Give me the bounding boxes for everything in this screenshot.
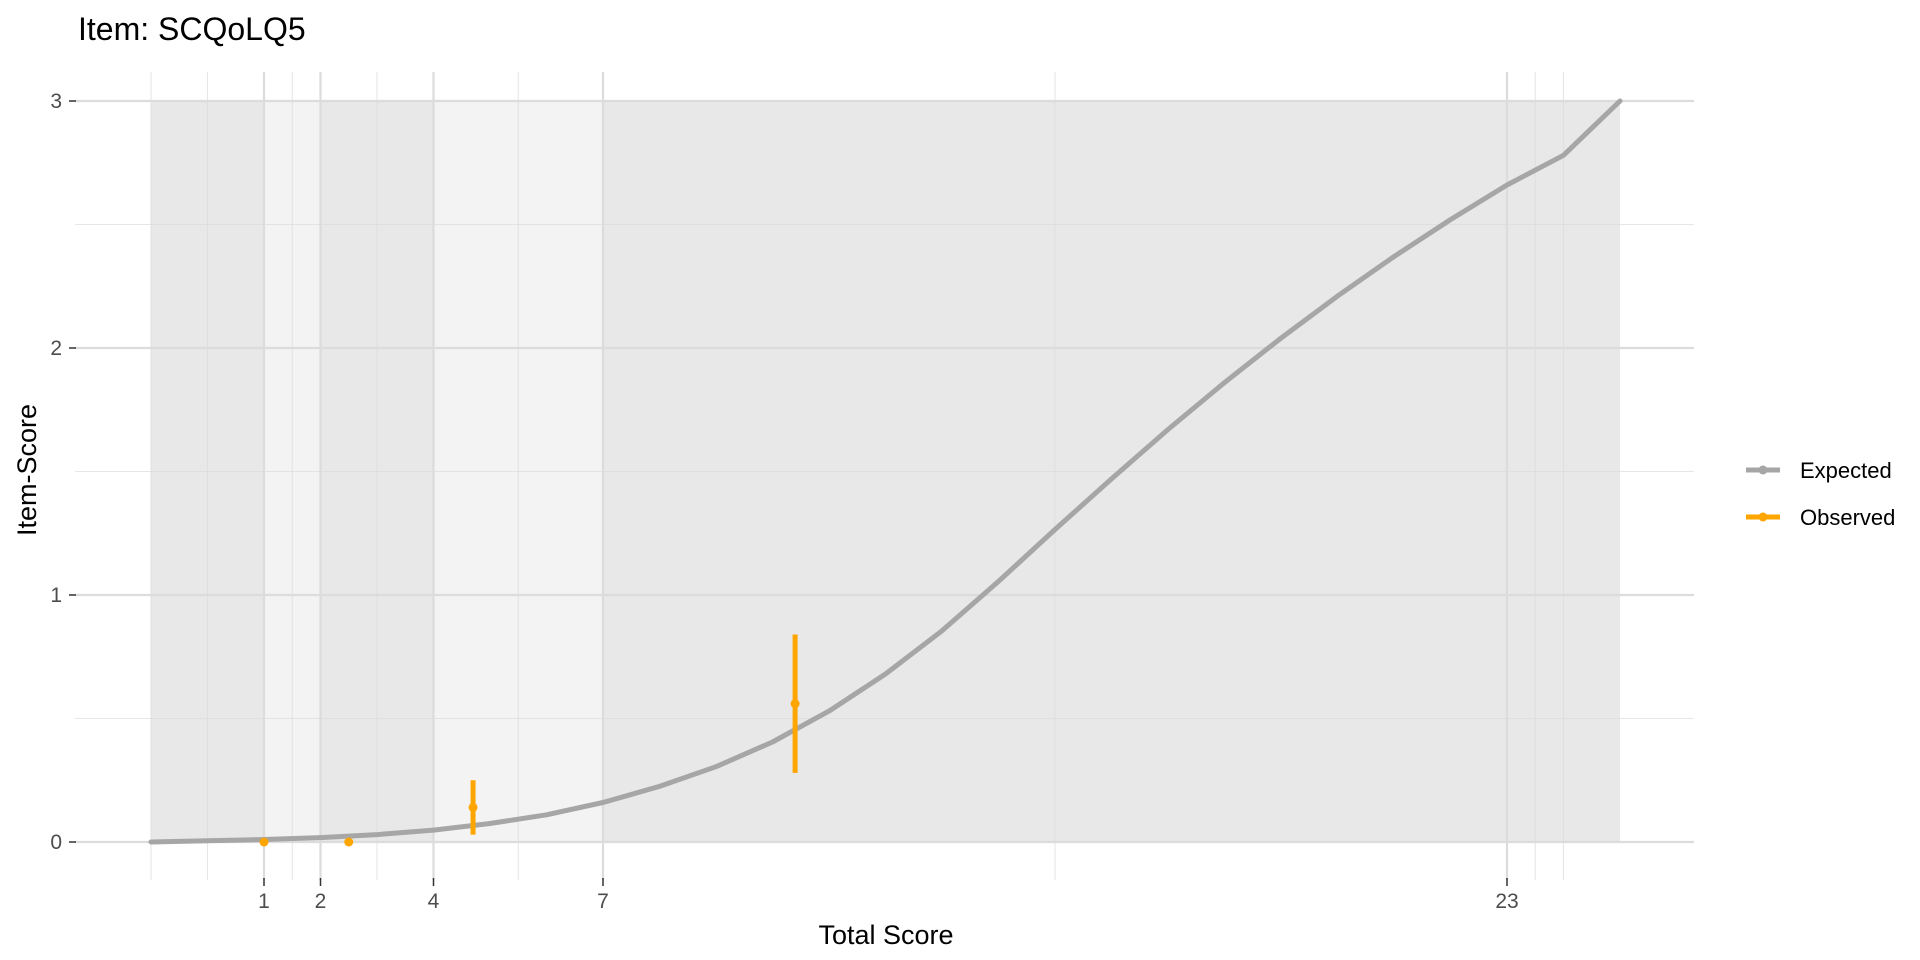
chart-title: Item: SCQoLQ5 bbox=[78, 11, 306, 47]
y-tick-label: 2 bbox=[50, 337, 62, 360]
y-axis: 0 1 2 3 bbox=[50, 90, 76, 854]
x-tick-label: 4 bbox=[428, 890, 440, 913]
x-axis-title: Total Score bbox=[818, 920, 953, 950]
observed-point bbox=[259, 837, 269, 847]
observed-point bbox=[344, 837, 354, 847]
expected-line bbox=[148, 98, 1623, 845]
legend-item-expected: Expected bbox=[1746, 458, 1892, 483]
y-tick-label: 1 bbox=[50, 584, 62, 607]
y-tick-label: 3 bbox=[50, 90, 62, 113]
legend-item-observed: Observed bbox=[1746, 505, 1895, 530]
observed-point bbox=[790, 699, 800, 709]
legend: Expected Observed bbox=[1746, 458, 1895, 530]
x-tick-label: 23 bbox=[1495, 890, 1518, 913]
expected-series bbox=[148, 98, 1623, 845]
x-tick-label: 7 bbox=[597, 890, 609, 913]
x-tick-label: 1 bbox=[258, 890, 270, 913]
observed-point bbox=[468, 802, 478, 812]
legend-key-observed-dot bbox=[1758, 512, 1768, 522]
y-axis-title: Item-Score bbox=[12, 404, 42, 536]
x-tick-label: 2 bbox=[315, 890, 327, 913]
observed-series bbox=[259, 634, 800, 847]
legend-label-observed: Observed bbox=[1800, 505, 1895, 530]
gridlines bbox=[75, 72, 1694, 880]
legend-key-expected-dot bbox=[1758, 465, 1768, 475]
x-axis: 1 2 4 7 23 bbox=[258, 878, 1519, 913]
legend-label-expected: Expected bbox=[1800, 458, 1892, 483]
y-tick-label: 0 bbox=[50, 831, 62, 854]
